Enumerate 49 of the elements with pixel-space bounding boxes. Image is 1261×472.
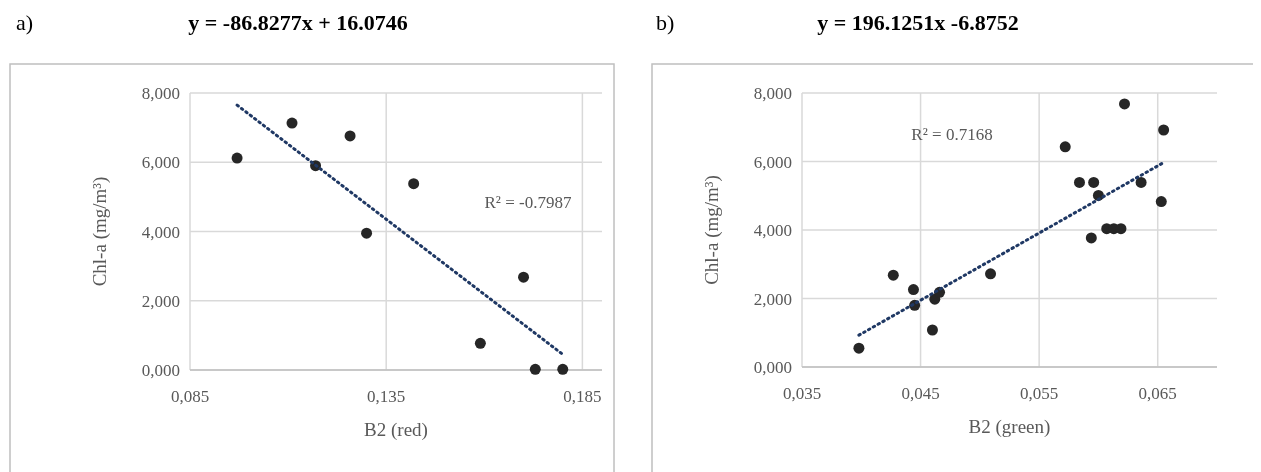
annotation: R² = 0.7168 [911,125,993,144]
point [1158,124,1170,136]
y-tick-label: 6,000 [141,153,180,173]
y-tick-label: 0,000 [141,361,180,380]
x-tick-label: 0,055 [1020,384,1059,403]
x-axis-title: B2 (red) [364,419,428,441]
point [853,342,865,354]
point [1088,176,1100,188]
point [985,268,997,280]
y-axis-title: Chl-a (mg/m³) [89,176,111,287]
point [926,324,938,336]
x-tick-label: 0,065 [1138,384,1177,403]
x-tick-label: 0,045 [901,384,940,403]
y-tick-label: 4,000 [141,222,180,242]
annotation: R² = -0.7987 [484,193,572,212]
text: b) [656,10,675,35]
point [344,130,356,142]
point [408,178,420,190]
point [1085,232,1097,244]
point [286,117,298,129]
point [907,284,919,296]
text: a) [16,10,34,35]
x-tick-label: 0,035 [782,384,822,403]
point [518,271,530,283]
point [1059,141,1071,153]
y-tick-label: 4,000 [753,221,792,240]
x-tick-label: 0,135 [367,387,406,406]
y-tick-label: 8,000 [141,84,180,103]
chart-title: y = -86.8277x + 16.0746 [188,10,408,35]
y-tick-label: 0,000 [753,358,792,377]
point [1135,176,1147,188]
y-tick-label: 6,000 [753,152,792,172]
y-tick-label: 2,000 [141,291,180,311]
chart-title: y = 196.1251x -6.8752 [817,10,1019,35]
point [557,363,569,375]
point [474,337,486,349]
x-axis-title: B2 (green) [968,416,1051,438]
x-tick-label: 0,085 [170,387,210,406]
point [1073,176,1085,188]
x-tick-label: 0,185 [563,387,602,406]
y-tick-label: 8,000 [753,84,792,103]
point [361,227,373,239]
point [1155,196,1167,208]
point [231,152,243,164]
y-axis-title: Chl-a (mg/m³) [701,175,723,285]
point [1119,98,1131,110]
point [887,269,899,281]
y-tick-label: 2,000 [753,289,792,309]
point [529,363,541,375]
